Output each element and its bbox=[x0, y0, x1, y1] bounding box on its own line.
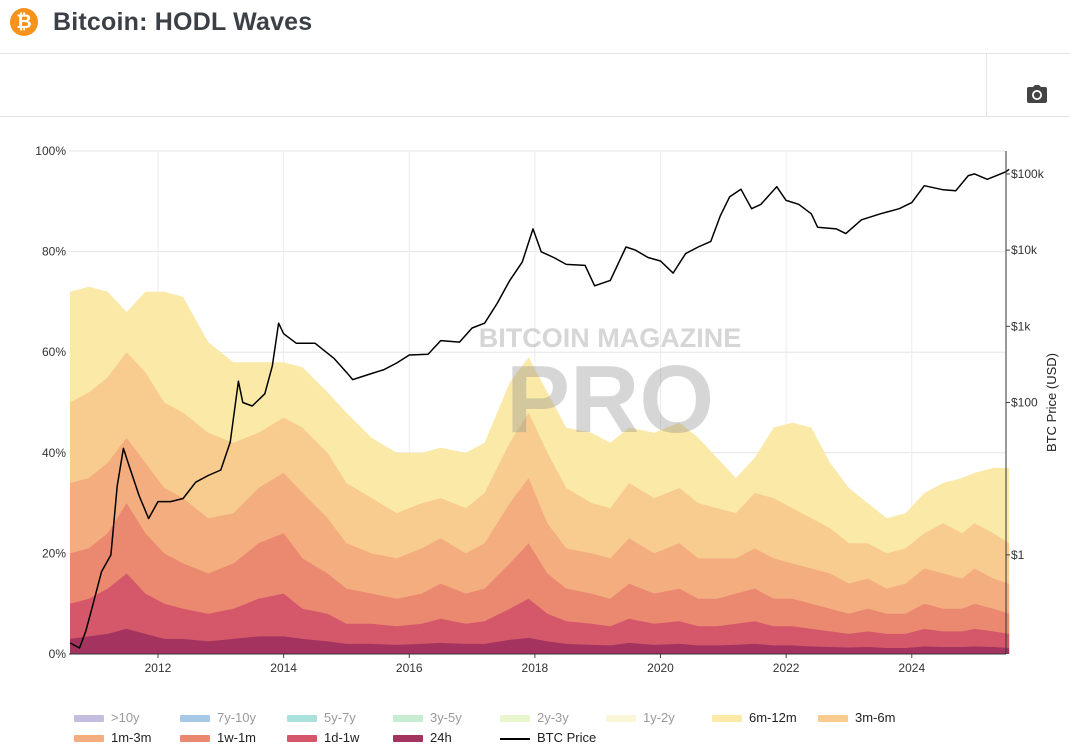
watermark-line1: BITCOIN MAGAZINE bbox=[479, 323, 742, 353]
band-24h bbox=[70, 628, 1010, 654]
legend-swatch bbox=[393, 715, 423, 722]
legend-label: 3y-5y bbox=[430, 710, 462, 725]
y-right-axis-label: BTC Price (USD) bbox=[1044, 353, 1059, 452]
x-tick-label: 2022 bbox=[773, 661, 800, 675]
legend-label: 1w-1m bbox=[217, 730, 257, 745]
legend-swatch bbox=[74, 735, 104, 742]
legend-label: 5y-7y bbox=[324, 710, 356, 725]
legend-label: BTC Price bbox=[537, 730, 597, 745]
legend-swatch bbox=[287, 715, 317, 722]
toolbar-divider bbox=[986, 54, 987, 116]
y-left-tick-label: 100% bbox=[35, 144, 66, 158]
y-right-tick-label: $1 bbox=[1011, 548, 1025, 562]
chart-legend: >10y 7y-10y 5y-7y 3y-5y 2y-3y 1y-2y 6m-12m 3m-6… bbox=[0, 710, 1070, 756]
x-tick-label: 2018 bbox=[522, 661, 549, 675]
y-right-tick-label: $1k bbox=[1011, 319, 1031, 333]
legend-swatch bbox=[712, 715, 742, 722]
legend-swatch bbox=[287, 735, 317, 742]
axes: 0% 20% 40% 60% 80% 100% 2012 2014 2016 2018 2020 20… bbox=[35, 144, 1059, 675]
y-left-tick-label: 80% bbox=[42, 245, 66, 259]
hodl-waves-chart: BITCOIN MAGAZINE PRO 0% 20% 40% 60% 80% 100% 2… bbox=[35, 144, 1059, 675]
legend-label: 1d-1w bbox=[324, 730, 360, 745]
legend-label: 3m-6m bbox=[855, 710, 896, 725]
legend-label: 24h bbox=[430, 730, 452, 745]
camera-icon[interactable] bbox=[1026, 84, 1048, 104]
legend-label: 7y-10y bbox=[217, 710, 257, 725]
legend-swatch bbox=[606, 715, 636, 722]
legend-label: 6m-12m bbox=[749, 710, 797, 725]
y-left-tick-label: 20% bbox=[42, 546, 66, 560]
y-right-tick-label: $10k bbox=[1011, 243, 1038, 257]
legend-swatch bbox=[180, 715, 210, 722]
x-tick-label: 2020 bbox=[647, 661, 674, 675]
legend-label: 1y-2y bbox=[643, 710, 675, 725]
y-right-tick-label: $100k bbox=[1011, 167, 1045, 181]
legend-label: >10y bbox=[111, 710, 140, 725]
legend-swatch bbox=[393, 735, 423, 742]
legend-label: 1m-3m bbox=[111, 730, 152, 745]
x-tick-label: 2014 bbox=[270, 661, 297, 675]
legend-swatch bbox=[500, 715, 530, 722]
y-right-tick-label: $100 bbox=[1011, 396, 1038, 410]
bitcoin-logo-icon: ₿ bbox=[10, 8, 38, 36]
legend-swatch bbox=[500, 738, 530, 740]
y-left-tick-label: 0% bbox=[49, 647, 67, 661]
legend-swatch bbox=[74, 715, 104, 722]
page-title: Bitcoin: HODL Waves bbox=[53, 8, 313, 36]
chart-toolbar bbox=[0, 54, 1070, 117]
page-header: ₿ Bitcoin: HODL Waves bbox=[0, 0, 1070, 54]
watermark: BITCOIN MAGAZINE PRO bbox=[479, 323, 742, 453]
x-tick-label: 2024 bbox=[898, 661, 925, 675]
x-tick-label: 2016 bbox=[396, 661, 423, 675]
legend-label: 2y-3y bbox=[537, 710, 569, 725]
watermark-line2: PRO bbox=[506, 346, 714, 453]
btc-price-series bbox=[69, 168, 1010, 649]
legend-swatch bbox=[818, 715, 848, 722]
y-left-tick-label: 60% bbox=[42, 345, 66, 359]
x-tick-label: 2012 bbox=[145, 661, 172, 675]
y-left-tick-label: 40% bbox=[42, 446, 66, 460]
btc-price-line bbox=[69, 168, 1010, 649]
age-bands bbox=[70, 286, 1010, 654]
band-1d1w bbox=[70, 573, 1010, 654]
legend-swatch bbox=[180, 735, 210, 742]
